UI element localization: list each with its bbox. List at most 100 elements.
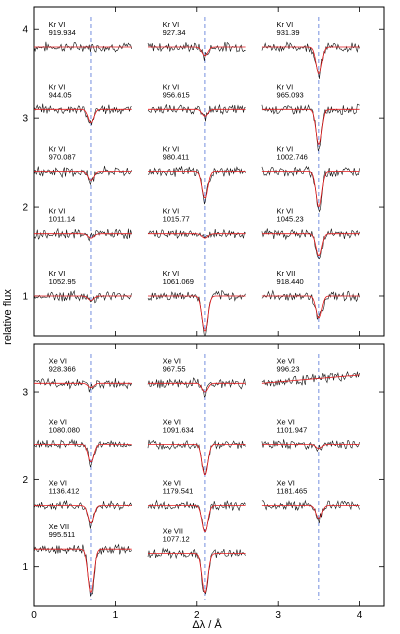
model-spectrum (34, 233, 132, 239)
model-spectrum (148, 553, 246, 593)
wavelength-label: 1045.23 (277, 215, 304, 224)
wavelength-label: 967.55 (163, 364, 186, 373)
model-spectrum (148, 233, 246, 239)
model-spectrum (261, 374, 360, 384)
observed-spectrum (261, 371, 360, 387)
ion-label: Kr VI (163, 20, 180, 29)
model-spectrum (148, 444, 246, 475)
wavelength-label: 970.087 (49, 153, 76, 162)
x-tick-label: 1 (113, 610, 119, 621)
observed-spectrum (147, 289, 246, 337)
model-spectrum (34, 548, 132, 593)
wavelength-label: 1101.947 (277, 425, 308, 434)
model-spectrum (34, 171, 132, 181)
wavelength-label: 1091.634 (163, 425, 194, 434)
model-spectrum (148, 505, 246, 532)
ion-label: Kr VI (277, 82, 294, 91)
wavelength-label: 995.511 (49, 530, 76, 539)
ion-label: Kr VI (49, 145, 66, 154)
ion-label: Xe VI (277, 479, 295, 488)
observed-spectrum (147, 547, 246, 595)
y-tick-label: 1 (22, 562, 28, 573)
model-spectrum (148, 171, 246, 199)
wavelength-label: 996.23 (277, 364, 300, 373)
wavelength-label: 928.366 (49, 364, 76, 373)
model-spectrum (148, 46, 246, 57)
ion-label: Kr VI (277, 20, 294, 29)
observed-spectrum (261, 228, 360, 260)
model-spectrum (34, 505, 132, 524)
observed-spectrum (261, 103, 360, 152)
observed-spectrum (33, 289, 132, 304)
observed-spectrum (33, 500, 132, 529)
wavelength-label: 1011.14 (49, 215, 76, 224)
model-spectrum (148, 108, 246, 117)
model-spectrum (261, 108, 360, 145)
wavelength-label: 918.440 (277, 277, 304, 286)
wavelength-label: 927.34 (163, 28, 186, 37)
wavelength-label: 919.934 (49, 28, 76, 37)
observed-spectrum (147, 377, 246, 398)
model-spectrum (148, 295, 246, 332)
ion-label: Xe VII (49, 522, 69, 531)
y-tick-label: 3 (22, 114, 28, 125)
ion-label: Kr VI (49, 207, 66, 216)
plot-frame (33, 343, 385, 607)
y-axis-label: relative flux (2, 289, 14, 345)
observed-spectrum (33, 165, 132, 186)
ion-label: Kr VI (163, 207, 180, 216)
wavelength-label: 1077.12 (163, 535, 190, 544)
y-tick-label: 4 (22, 25, 28, 36)
ion-label: Kr VI (163, 82, 180, 91)
observed-spectrum (147, 499, 246, 533)
wavelength-label: 1080.080 (49, 425, 80, 434)
wavelength-label: 1002.746 (277, 153, 308, 162)
observed-spectrum (147, 439, 246, 476)
ion-label: Xe VI (163, 417, 181, 426)
observed-spectrum (261, 439, 360, 453)
x-tick-label: 0 (31, 610, 37, 621)
ion-label: Xe VI (163, 356, 181, 365)
ion-label: Kr VI (277, 145, 294, 154)
ion-label: Kr VII (277, 269, 296, 278)
ion-label: Kr VI (49, 82, 66, 91)
observed-spectrum (33, 377, 132, 393)
observed-spectrum (261, 499, 360, 524)
model-spectrum (261, 46, 360, 74)
observed-spectrum (33, 41, 132, 53)
observed-spectrum (147, 41, 246, 61)
model-spectrum (261, 171, 360, 207)
wavelength-label: 980.411 (163, 153, 190, 162)
model-spectrum (261, 295, 360, 319)
wavelength-label: 1052.95 (49, 277, 76, 286)
ion-label: Xe VI (49, 356, 67, 365)
wavelength-label: 1061.069 (163, 277, 194, 286)
ion-label: Xe VI (163, 479, 181, 488)
wavelength-label: 1181.465 (277, 487, 308, 496)
x-axis-label: Δλ / Å (192, 618, 222, 631)
observed-spectrum (147, 228, 246, 239)
wavelength-label: 1015.77 (163, 215, 190, 224)
ion-label: Kr VI (163, 145, 180, 154)
wavelength-label: 1136.412 (49, 487, 80, 496)
